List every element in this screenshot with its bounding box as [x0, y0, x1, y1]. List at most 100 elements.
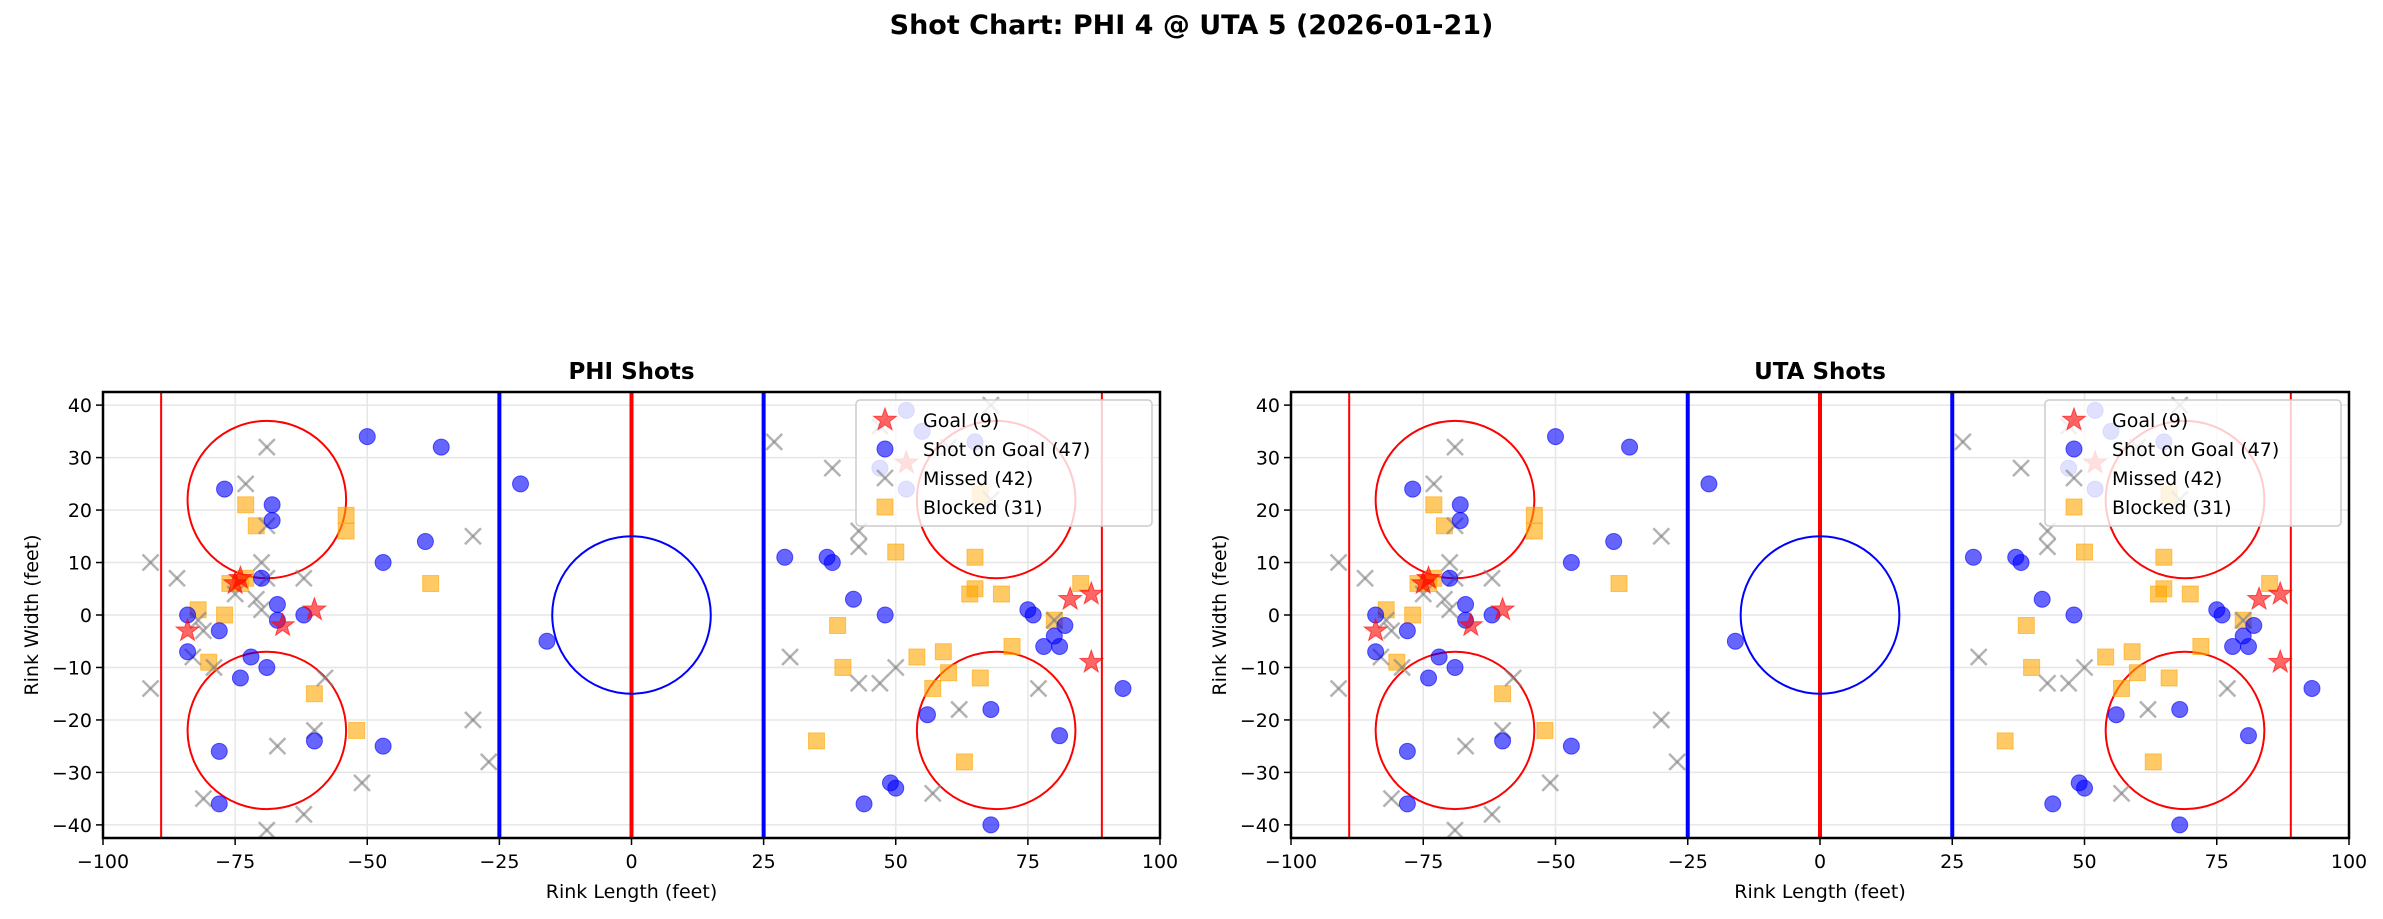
data-point-square — [2023, 658, 2041, 676]
marker-stroke — [2112, 784, 2131, 803]
panel-title: UTA Shots — [1754, 359, 1886, 385]
legend-frame — [2044, 399, 2342, 527]
data-point-square — [2144, 753, 2162, 771]
data-point-circle — [2076, 779, 2093, 797]
y-tick-label: 10 — [68, 553, 92, 575]
x-tick-label: 50 — [884, 851, 908, 873]
marker-stroke — [236, 474, 255, 493]
data-point-square — [807, 732, 825, 750]
marker-stroke — [2234, 611, 2253, 630]
x-tick-label: −50 — [1535, 851, 1575, 873]
marker-stroke — [1382, 621, 1401, 640]
data-point-circle — [432, 438, 450, 456]
data-point-circle — [1056, 616, 1074, 634]
data-point-x — [1440, 553, 1459, 572]
data-point-square — [2261, 575, 2279, 593]
legend-frame — [855, 399, 1153, 527]
marker-stroke — [194, 621, 213, 640]
marker-stroke — [268, 737, 287, 756]
marker-stroke — [2139, 700, 2157, 719]
data-point-x — [1329, 553, 1348, 572]
data-point-square — [887, 543, 905, 561]
data-point-x — [823, 459, 842, 477]
data-point-square — [992, 585, 1010, 603]
x-tick-label: 25 — [1940, 851, 1964, 873]
data-point-square — [1072, 575, 1090, 593]
x-tick-label: 25 — [752, 851, 776, 873]
data-point-circle — [1446, 658, 1464, 676]
data-point-circle — [1024, 606, 1042, 624]
data-point-circle — [2224, 637, 2242, 655]
x-axis-label: Rink Length (feet) — [1734, 881, 1905, 903]
data-point-square — [834, 658, 852, 676]
legend-marker-square — [876, 498, 894, 516]
data-point-star — [222, 569, 248, 595]
data-point-circle — [1621, 438, 1639, 456]
x-tick-label: −75 — [1403, 851, 1443, 873]
legend-label: Blocked (31) — [923, 497, 1043, 519]
data-point-circle — [231, 669, 249, 687]
y-axis-label: Rink Width (feet) — [1209, 534, 1231, 695]
data-point-circle — [982, 700, 1000, 718]
marker-stroke — [2012, 459, 2030, 477]
marker-stroke — [189, 611, 208, 630]
plot-area — [1329, 392, 2321, 838]
data-point-circle — [2239, 637, 2257, 655]
figure-title: Shot Chart: PHI 4 @ UTA 5 (2026-01-21) — [889, 10, 1494, 41]
data-point-circle — [374, 554, 392, 572]
marker-stroke — [1446, 438, 1464, 456]
y-tick-label: 20 — [1256, 500, 1280, 522]
data-point-square — [1996, 732, 2014, 750]
data-point-circle — [305, 732, 323, 750]
data-point-star — [1078, 648, 1105, 674]
marker-stroke — [2065, 469, 2083, 487]
data-point-square — [1494, 685, 1512, 703]
data-point-circle — [2012, 554, 2030, 572]
x-tick-label: −100 — [77, 851, 129, 873]
data-point-x — [923, 784, 942, 803]
marker-stroke — [2038, 674, 2057, 693]
data-point-x — [268, 737, 287, 756]
marker-stroke — [2038, 537, 2057, 556]
y-tick-label: 30 — [1256, 448, 1280, 470]
data-point-square — [1435, 517, 1453, 535]
data-point-circle — [1051, 727, 1069, 745]
y-axis-label: Rink Width (feet) — [21, 534, 43, 695]
data-point-circle — [268, 596, 286, 614]
data-point-x — [1446, 438, 1464, 456]
data-point-x — [950, 700, 969, 719]
marker-stroke — [1045, 611, 1064, 630]
faceoff-circle — [186, 650, 348, 811]
data-point-star — [2246, 585, 2272, 611]
data-point-square — [1536, 721, 1554, 739]
data-point-circle — [2303, 679, 2321, 697]
data-point-square — [1425, 496, 1443, 514]
data-point-x — [2075, 658, 2094, 677]
data-point-circle — [1547, 428, 1564, 446]
data-point-x — [141, 553, 160, 572]
data-point-x — [294, 805, 313, 824]
data-point-circle — [1114, 679, 1132, 697]
y-tick-label: 20 — [68, 500, 92, 522]
data-point-square — [337, 522, 355, 540]
data-point-square — [908, 648, 926, 666]
x-tick-label: −50 — [347, 851, 387, 873]
faceoff-circle — [915, 650, 1077, 811]
data-point-x — [1329, 679, 1348, 698]
data-point-x — [194, 621, 213, 640]
data-point-circle — [1726, 632, 1744, 650]
marker-stroke — [1029, 679, 1048, 698]
data-point-circle — [1494, 732, 1512, 750]
data-point-star — [1457, 611, 1484, 637]
marker-stroke — [1393, 658, 1411, 677]
data-point-x — [1029, 679, 1048, 698]
data-point-x — [252, 600, 271, 619]
data-point-x — [168, 569, 186, 588]
data-point-x — [294, 569, 313, 588]
y-tick-label: 0 — [1268, 605, 1280, 627]
marker-stroke — [168, 569, 186, 588]
data-point-circle — [1441, 569, 1459, 587]
marker-stroke — [1541, 774, 1560, 792]
data-point-circle — [1451, 512, 1469, 530]
y-tick-label: −10 — [52, 657, 92, 679]
